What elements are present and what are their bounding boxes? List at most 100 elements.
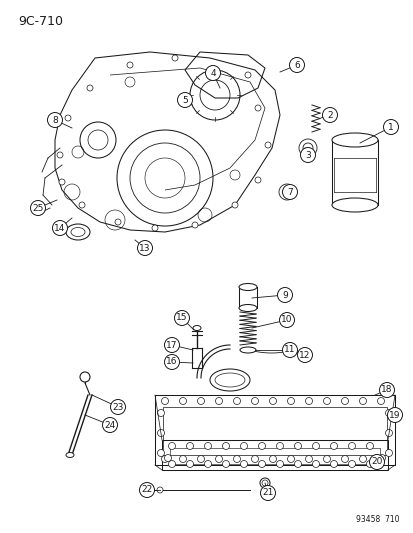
Text: 5: 5 [182,95,188,104]
Circle shape [269,398,276,405]
Circle shape [197,456,204,463]
Circle shape [179,398,186,405]
Circle shape [157,430,164,437]
Circle shape [251,398,258,405]
Circle shape [254,177,260,183]
Circle shape [287,456,294,463]
Text: 6: 6 [293,61,299,69]
Circle shape [233,456,240,463]
Text: 17: 17 [166,341,177,350]
Text: 10: 10 [280,316,292,325]
Text: 15: 15 [176,313,188,322]
Circle shape [282,343,297,358]
Circle shape [186,461,193,467]
Ellipse shape [240,347,255,353]
Circle shape [312,461,319,467]
Circle shape [294,442,301,449]
Circle shape [161,456,168,463]
Circle shape [377,455,385,462]
Text: 24: 24 [104,421,115,430]
Ellipse shape [66,453,74,457]
Circle shape [251,456,258,463]
Circle shape [139,482,154,497]
Circle shape [358,456,366,463]
Circle shape [240,442,247,449]
Circle shape [186,442,193,449]
Circle shape [157,409,164,416]
Circle shape [305,456,312,463]
Circle shape [269,456,276,463]
Circle shape [157,487,163,493]
Circle shape [197,398,204,405]
Text: 16: 16 [166,358,177,367]
Circle shape [289,58,304,72]
Circle shape [115,219,121,225]
Circle shape [164,455,171,462]
Circle shape [179,456,186,463]
Circle shape [222,442,229,449]
Circle shape [330,442,337,449]
Circle shape [348,461,355,467]
Circle shape [330,461,337,467]
Circle shape [231,202,237,208]
Circle shape [297,348,312,362]
Text: 18: 18 [380,385,392,394]
Circle shape [164,337,179,352]
Circle shape [164,354,179,369]
Circle shape [157,449,164,456]
Circle shape [31,200,45,215]
Circle shape [277,287,292,303]
Circle shape [244,72,250,78]
Text: 20: 20 [370,457,382,466]
Circle shape [385,409,392,416]
Text: 25: 25 [32,204,44,213]
Text: 1: 1 [387,123,393,132]
Circle shape [192,222,197,228]
Text: 21: 21 [262,489,273,497]
Text: 2: 2 [326,110,332,119]
Circle shape [279,312,294,327]
Circle shape [377,456,384,463]
Circle shape [38,211,42,215]
Text: 8: 8 [52,116,58,125]
Circle shape [254,105,260,111]
Circle shape [222,461,229,467]
Circle shape [204,461,211,467]
Text: 22: 22 [141,486,152,495]
Circle shape [379,383,394,398]
Circle shape [366,461,373,467]
Text: 9: 9 [281,290,287,300]
Circle shape [276,442,283,449]
Circle shape [168,461,175,467]
Circle shape [264,142,271,148]
Circle shape [323,456,330,463]
Circle shape [258,461,265,467]
Circle shape [102,417,117,432]
Circle shape [369,455,384,470]
Ellipse shape [238,304,256,311]
Circle shape [161,398,168,405]
Circle shape [260,486,275,500]
Circle shape [168,442,175,449]
Circle shape [382,119,398,134]
Text: 93458  710: 93458 710 [356,515,399,524]
Circle shape [152,225,158,231]
Circle shape [127,62,133,68]
Circle shape [385,449,392,456]
Circle shape [341,456,348,463]
Circle shape [287,398,294,405]
Circle shape [305,398,312,405]
Circle shape [322,108,337,123]
Circle shape [65,115,71,121]
Circle shape [174,311,189,326]
Text: 14: 14 [54,223,66,232]
Circle shape [57,152,63,158]
Text: 7: 7 [287,188,292,197]
Text: 3: 3 [304,150,310,159]
Circle shape [385,430,392,437]
Text: 11: 11 [284,345,295,354]
Circle shape [205,66,220,80]
Text: 9C-710: 9C-710 [18,15,63,28]
Circle shape [204,442,211,449]
Circle shape [171,55,178,61]
